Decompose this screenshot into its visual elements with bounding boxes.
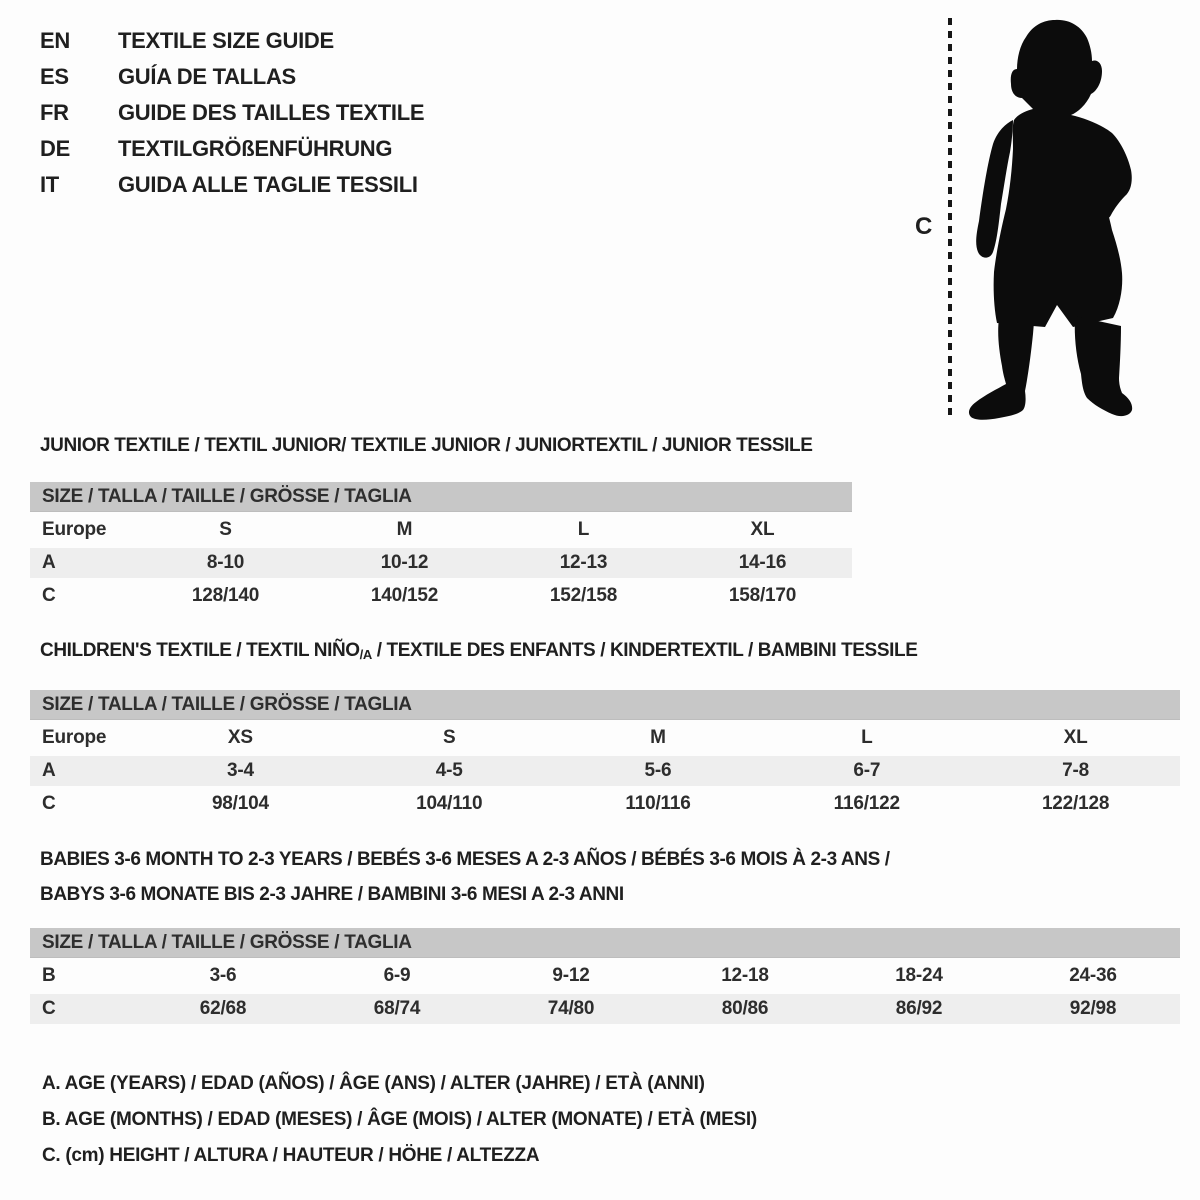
junior-size-table: SIZE / TALLA / TAILLE / GRÖSSE / TAGLIA … (30, 482, 852, 611)
table-cell: 24-36 (1069, 965, 1117, 986)
table-cell: 140/152 (370, 585, 439, 606)
legend-line-c: C. (cm) HEIGHT / ALTURA / HAUTEUR / HÖHE… (42, 1145, 540, 1166)
table-cell: 110/116 (625, 793, 691, 814)
table-cell: 7-8 (1062, 760, 1090, 781)
row-label: B (42, 965, 56, 986)
table-cell: 80/86 (721, 998, 769, 1019)
language-title: TEXTILE SIZE GUIDE (118, 28, 334, 53)
region-label: Europe (42, 727, 107, 748)
size-column-header: S (442, 727, 456, 748)
size-column-header: XL (750, 519, 775, 540)
size-header-bar: SIZE / TALLA / TAILLE / GRÖSSE / TAGLIA (30, 928, 1180, 958)
language-code: EN (40, 28, 70, 53)
table-cell: 74/80 (547, 998, 595, 1019)
toddler-silhouette-icon (968, 19, 1133, 420)
size-header-bar: SIZE / TALLA / TAILLE / GRÖSSE / TAGLIA (30, 482, 852, 512)
table-cell: 158/170 (728, 585, 797, 606)
table-cell: 128/140 (191, 585, 260, 606)
table-cell: 8-10 (206, 552, 245, 573)
height-measure-dashed-line (948, 18, 952, 416)
babies-row-months: B 3-6 6-9 9-12 12-18 18-24 24-36 (30, 961, 1180, 991)
table-cell: 12-18 (721, 965, 769, 986)
junior-row-height: C 128/140 140/152 152/158 158/170 (30, 581, 852, 611)
row-label: A (42, 760, 56, 781)
table-cell: 86/92 (895, 998, 943, 1019)
table-cell: 122/128 (1041, 793, 1110, 814)
language-row: IT GUIDA ALLE TAGLIE TESSILI (40, 172, 424, 208)
table-cell: 62/68 (199, 998, 247, 1019)
children-title-pre: CHILDREN'S TEXTILE / TEXTIL NIÑO (40, 640, 360, 661)
size-header-bar: SIZE / TALLA / TAILLE / GRÖSSE / TAGLIA (30, 690, 1180, 720)
babies-section-title: BABIES 3-6 MONTH TO 2-3 YEARS / BEBÉS 3-… (40, 842, 890, 912)
row-label: C (42, 998, 56, 1019)
table-cell: 4-5 (435, 760, 463, 781)
table-cell: 9-12 (552, 965, 590, 986)
table-cell: 5-6 (644, 760, 672, 781)
junior-row-age: A 8-10 10-12 12-13 14-16 (30, 548, 852, 578)
row-label: C (42, 585, 56, 606)
babies-row-height: C 62/68 68/74 74/80 80/86 86/92 92/98 (30, 994, 1180, 1024)
size-column-header: XS (227, 727, 253, 748)
children-header-row: Europe XS S M L XL (30, 723, 1180, 753)
table-cell: 98/104 (211, 793, 269, 814)
legend-line-b: B. AGE (MONTHS) / EDAD (MESES) / ÂGE (MO… (42, 1109, 757, 1130)
size-column-header: L (577, 519, 590, 540)
language-code: FR (40, 100, 69, 125)
language-title: TEXTILGRÖßENFÜHRUNG (118, 136, 393, 161)
junior-section-title: JUNIOR TEXTILE / TEXTIL JUNIOR/ TEXTILE … (40, 435, 813, 456)
children-size-table: SIZE / TALLA / TAILLE / GRÖSSE / TAGLIA … (30, 690, 1180, 819)
language-code: IT (40, 172, 59, 197)
size-column-header: XL (1063, 727, 1088, 748)
table-cell: 116/122 (833, 793, 900, 814)
babies-title-line1: BABIES 3-6 MONTH TO 2-3 YEARS / BEBÉS 3-… (40, 849, 890, 870)
size-column-header: L (861, 727, 873, 748)
language-row: EN TEXTILE SIZE GUIDE (40, 28, 424, 64)
row-label: A (42, 552, 56, 573)
children-title-sub: /A (359, 647, 373, 662)
table-cell: 18-24 (895, 965, 943, 986)
table-cell: 68/74 (373, 998, 421, 1019)
babies-title-line2: BABYS 3-6 MONATE BIS 2-3 JAHRE / BAMBINI… (40, 884, 624, 905)
size-column-header: M (396, 519, 413, 540)
table-cell: 6-9 (383, 965, 411, 986)
table-cell: 152/158 (549, 585, 618, 606)
language-title: GUIDE DES TAILLES TEXTILE (118, 100, 425, 125)
measurement-legend: A. AGE (YEARS) / EDAD (AÑOS) / ÂGE (ANS)… (42, 1066, 757, 1174)
children-row-height: C 98/104 104/110 110/116 116/122 122/128 (30, 789, 1180, 819)
junior-header-row: Europe S M L XL (30, 515, 852, 545)
row-label: C (42, 793, 56, 814)
table-cell: 3-4 (226, 760, 254, 781)
table-cell: 6-7 (853, 760, 881, 781)
size-column-header: S (219, 519, 232, 540)
language-code: DE (40, 136, 70, 161)
size-column-header: M (650, 727, 666, 748)
region-label: Europe (42, 519, 107, 540)
table-cell: 104/110 (416, 793, 483, 814)
height-measure-label: C (915, 213, 933, 240)
language-title: GUÍA DE TALLAS (118, 64, 296, 89)
table-cell: 10-12 (380, 552, 429, 573)
children-title-post: / TEXTILE DES ENFANTS / KINDERTEXTIL / B… (371, 640, 918, 661)
children-section-title: CHILDREN'S TEXTILE / TEXTIL NIÑO/A / TEX… (40, 640, 918, 663)
language-row: FR GUIDE DES TAILLES TEXTILE (40, 100, 425, 136)
language-title-list: EN TEXTILE SIZE GUIDE ES GUÍA DE TALLAS … (40, 28, 425, 208)
table-cell: 92/98 (1069, 998, 1117, 1019)
table-cell: 3-6 (209, 965, 237, 986)
table-cell: 14-16 (738, 552, 787, 573)
language-code: ES (40, 64, 69, 89)
table-cell: 12-13 (559, 552, 608, 573)
children-row-age: A 3-4 4-5 5-6 6-7 7-8 (30, 756, 1180, 786)
legend-line-a: A. AGE (YEARS) / EDAD (AÑOS) / ÂGE (ANS)… (42, 1073, 705, 1094)
babies-size-table: SIZE / TALLA / TAILLE / GRÖSSE / TAGLIA … (30, 928, 1180, 1024)
language-title: GUIDA ALLE TAGLIE TESSILI (118, 172, 418, 197)
language-row: DE TEXTILGRÖßENFÜHRUNG (40, 136, 424, 172)
language-row: ES GUÍA DE TALLAS (40, 64, 424, 100)
